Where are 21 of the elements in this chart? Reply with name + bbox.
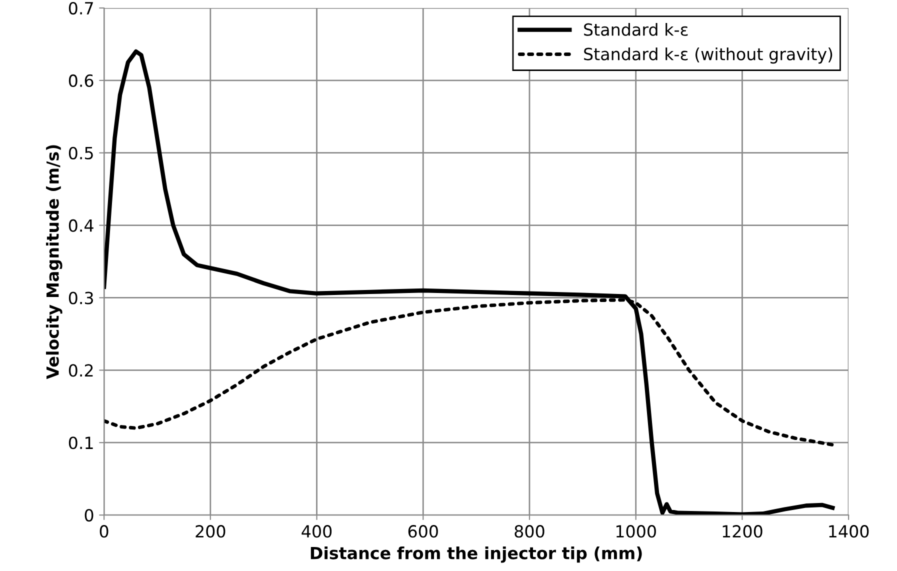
legend-label: Standard k-ε (without gravity) (584, 47, 832, 64)
x-tick-label: 400 (302, 525, 332, 538)
y-tick-label: 0.7 (68, 2, 93, 15)
y-tick-label: 0.1 (68, 436, 93, 450)
x-tick-label: 1200 (722, 525, 762, 538)
line-series (104, 49, 835, 516)
x-axis-title: Distance from the injector tip (mm) (310, 546, 642, 563)
x-tick-label: 200 (196, 525, 226, 538)
legend-label: Standard k-ε (584, 22, 688, 36)
x-tick-label: 0 (100, 525, 108, 538)
x-tick-label: 600 (408, 525, 438, 538)
x-tick-label: 800 (514, 525, 544, 538)
y-tick-label: 0.3 (68, 292, 93, 304)
x-tick-label: 1400 (829, 525, 869, 538)
y-tick-label: 0 (84, 509, 94, 522)
x-tick-label: 1000 (616, 525, 656, 538)
y-tick-label: 0.6 (68, 74, 94, 87)
y-tick-label: 0.4 (68, 219, 94, 232)
y-tick-label: 0.2 (68, 364, 93, 377)
y-tick-label: 0.5 (68, 146, 93, 160)
y-axis-title: Velocity Magnitude (m/s) (46, 145, 62, 380)
